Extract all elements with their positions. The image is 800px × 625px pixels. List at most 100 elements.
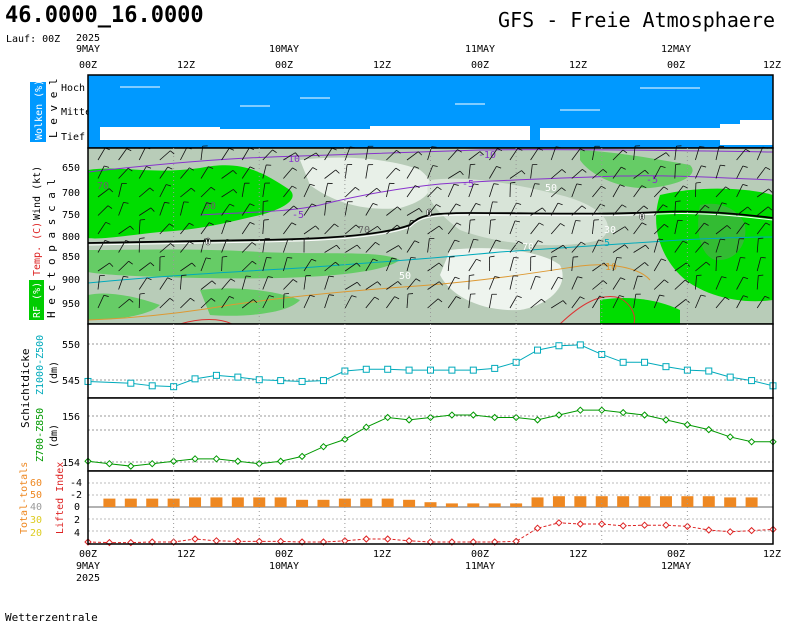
wind-barb <box>344 295 353 309</box>
wind-barb <box>447 276 456 290</box>
wind-barb <box>489 148 498 161</box>
li-tick: 4 <box>74 528 80 539</box>
wind-barb-feather <box>291 222 297 226</box>
wind-barb <box>509 170 522 179</box>
wind-barb <box>756 188 769 198</box>
wind-barb <box>509 257 515 272</box>
z500-point <box>127 379 135 387</box>
wind-barb <box>530 240 539 253</box>
time-label-top: 12Z <box>373 60 391 71</box>
wind-barb <box>406 278 417 290</box>
wind-barb-feather <box>541 298 546 303</box>
wind-barb <box>324 294 330 309</box>
wind-barb-feather <box>645 244 650 250</box>
wind-barb <box>653 204 664 216</box>
wind-barb-feather <box>576 183 582 186</box>
wind-barb <box>509 202 517 216</box>
wind-barb-feather <box>170 243 175 247</box>
wind-barb-feather <box>660 165 666 169</box>
wind-barb <box>344 201 349 216</box>
wind-barb-feather <box>211 280 216 285</box>
wind-barb <box>715 186 726 198</box>
wind-barb <box>633 222 643 235</box>
wind-barb-feather <box>287 257 293 259</box>
lifted-index-point <box>726 528 734 536</box>
wind-barb <box>97 222 107 235</box>
wind-barb <box>550 187 562 198</box>
wind-barb-feather <box>414 240 420 244</box>
wind-barb <box>530 183 536 198</box>
z850-point <box>362 423 370 431</box>
wind-barb <box>200 280 213 290</box>
wind-barb <box>97 188 110 198</box>
wind-barb-feather <box>534 183 540 185</box>
wind-barb <box>612 166 622 179</box>
wind-barb <box>159 150 171 161</box>
wind-barb-feather <box>720 164 726 167</box>
wind-barb-feather <box>742 165 748 168</box>
wind-barb-feather <box>644 262 649 267</box>
time-label-top: 12Z <box>569 60 587 71</box>
time-label-top: 00Z <box>275 60 293 71</box>
wind-barb-feather <box>109 262 114 267</box>
wind-barb-feather <box>226 220 232 222</box>
wind-barb <box>365 258 374 272</box>
wind-barb-feather <box>521 170 526 175</box>
total-totals-bar <box>574 496 587 507</box>
wind-barb-feather <box>542 207 547 212</box>
wind-barb-feather <box>683 185 688 189</box>
wind-barb <box>674 299 687 309</box>
wind-barb-feather <box>705 261 711 266</box>
wind-barb <box>447 184 455 198</box>
wind-barb-feather <box>291 185 297 189</box>
wind-barb <box>118 260 129 272</box>
wind-barb-feather <box>473 238 479 241</box>
li-tick: 0 <box>74 502 80 513</box>
rh-label: RF (%) <box>32 282 43 318</box>
wind-barb <box>159 184 167 198</box>
wind-barb-feather <box>662 204 668 208</box>
wind-barb-feather <box>432 165 438 167</box>
wind-barb <box>653 238 659 253</box>
wind-barb-feather <box>283 292 290 295</box>
wind-barb-feather <box>139 292 145 295</box>
wind-barb <box>180 201 185 216</box>
wind-barb <box>736 295 744 309</box>
wind-barb-feather <box>598 239 604 242</box>
z850-point <box>448 411 456 419</box>
wind-barb <box>612 277 621 290</box>
wind-barb <box>344 281 358 290</box>
wind-barb <box>653 152 667 161</box>
contour-label: -5 <box>462 179 474 190</box>
z500-line <box>87 344 774 388</box>
wind-barb <box>550 244 564 253</box>
wind-barb-feather <box>377 226 382 231</box>
wind-barb <box>633 169 646 179</box>
wind-barb <box>138 262 151 272</box>
wind-barb <box>97 295 105 309</box>
wind-barb-feather <box>104 165 110 168</box>
wind-barb-feather <box>226 239 232 241</box>
total-totals-bar <box>381 498 394 507</box>
wind-barb-feather <box>355 186 360 191</box>
wind-barb <box>489 294 493 309</box>
date-9may-bottom: 9MAY <box>76 561 100 572</box>
wind-barb-feather <box>125 240 131 243</box>
contour-label: -5 <box>292 210 304 221</box>
z850-point <box>212 455 221 463</box>
wind-barb-feather <box>560 223 565 227</box>
run-label: Lauf: 00Z <box>6 34 60 45</box>
wind-barb <box>653 258 662 272</box>
date-10may-top: 10MAY <box>269 44 299 55</box>
wind-barb-feather <box>557 202 563 206</box>
contour-label: 30 <box>604 225 616 236</box>
wind-barb <box>180 167 190 179</box>
wind-barb <box>592 185 602 198</box>
wind-barb <box>715 239 721 253</box>
wind-barb <box>406 257 412 272</box>
wind-barb <box>221 239 228 253</box>
wind-barb-feather <box>764 295 770 299</box>
wind-barb-feather <box>537 240 543 243</box>
wind-barb <box>633 294 637 309</box>
wind-barb-feather <box>562 244 567 250</box>
